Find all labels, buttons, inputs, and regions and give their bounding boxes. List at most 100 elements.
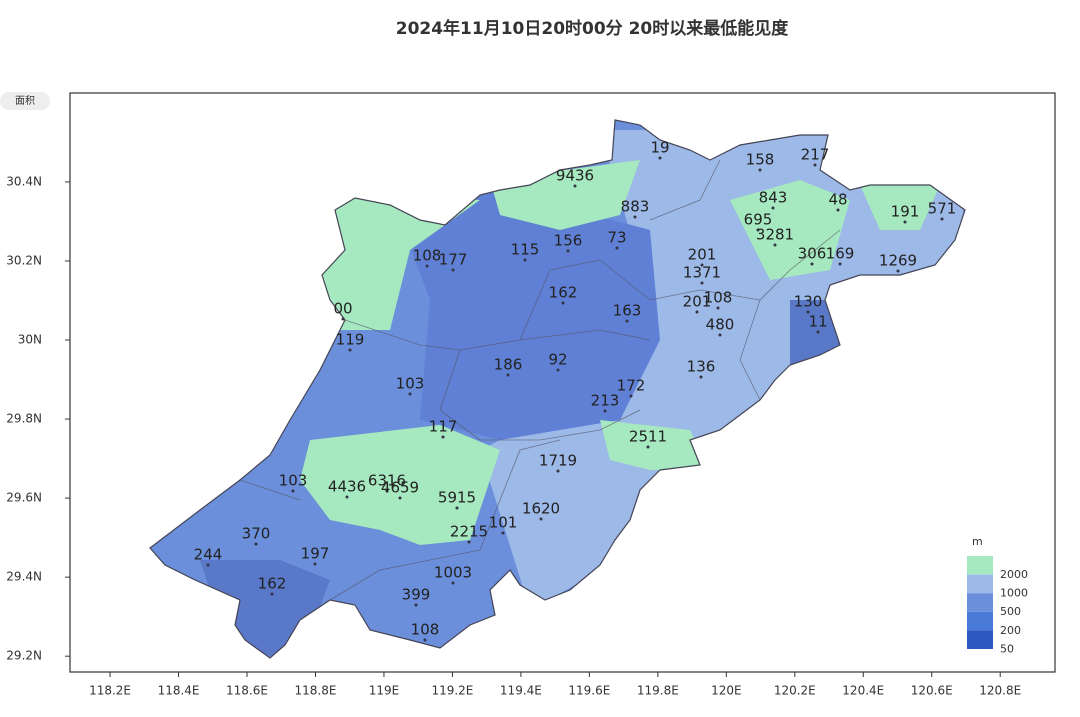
- station-value: 6316: [368, 472, 406, 490]
- station-dot: [423, 638, 427, 642]
- legend-label: 50: [1000, 642, 1014, 655]
- station-value: 480: [706, 316, 735, 334]
- station-value: 177: [439, 251, 468, 269]
- station-dot: [501, 531, 505, 535]
- station-dot: [566, 249, 570, 253]
- legend-swatch: [967, 593, 993, 612]
- station-dot: [658, 156, 662, 160]
- station-value: 108: [411, 621, 440, 639]
- station-dot: [629, 394, 633, 398]
- station-value: 00: [333, 300, 352, 318]
- station-value: 1371: [683, 264, 721, 282]
- legend-swatch: [967, 611, 993, 631]
- station-value: 9436: [556, 167, 594, 185]
- legend-label: 2000: [1000, 568, 1028, 581]
- station-value: 201: [683, 293, 712, 311]
- y-tick-label: 29.8N: [6, 412, 42, 426]
- station-value: 2511: [629, 428, 667, 446]
- y-tick-label: 30N: [18, 333, 42, 347]
- station-dot: [699, 375, 703, 379]
- x-tick-label: 120.2E: [774, 684, 816, 698]
- legend-label: 200: [1000, 624, 1021, 637]
- station-dot: [451, 581, 455, 585]
- y-tick-label: 29.6N: [6, 491, 42, 505]
- station-value: 108: [704, 289, 733, 307]
- station-dot: [700, 281, 704, 285]
- station-value: 201: [688, 246, 717, 264]
- y-tick-label: 30.2N: [6, 253, 42, 267]
- region: [400, 190, 660, 440]
- station-value: 103: [396, 375, 425, 393]
- station-value: 5915: [438, 489, 476, 507]
- station-dot: [451, 268, 455, 272]
- station-dot: [523, 258, 527, 262]
- legend-swatch: [967, 556, 993, 575]
- station-value: 130: [794, 293, 823, 311]
- station-dot: [539, 517, 543, 521]
- button-label[interactable]: 面积: [15, 95, 35, 107]
- station-dot: [836, 208, 840, 212]
- region: [300, 425, 500, 545]
- region: [320, 190, 480, 330]
- station-dot: [573, 184, 577, 188]
- station-value: 571: [928, 200, 957, 218]
- title: 2024年11月10日20时00分 20时以来最低能见度: [396, 18, 790, 39]
- station-value: 1620: [522, 500, 560, 518]
- station-value: 1003: [434, 564, 472, 582]
- station-value: 1269: [879, 252, 917, 270]
- station-value: 115: [511, 241, 540, 259]
- x-tick-label: 118.4E: [158, 684, 200, 698]
- region: [860, 185, 940, 230]
- legend-label: 500: [1000, 605, 1021, 618]
- station-dot: [771, 206, 775, 210]
- legend-label: 1000: [1000, 587, 1028, 600]
- station-dot: [270, 592, 274, 596]
- station-value: 103: [279, 472, 308, 490]
- station-value: 119: [336, 331, 365, 349]
- station-dot: [341, 317, 345, 321]
- station-dot: [441, 435, 445, 439]
- station-dot: [556, 469, 560, 473]
- station-value: 92: [548, 351, 567, 369]
- station-dot: [408, 392, 412, 396]
- region: [600, 420, 710, 470]
- station-value: 169: [826, 245, 855, 263]
- station-value: 158: [746, 151, 775, 169]
- station-value: 399: [402, 586, 431, 604]
- station-dot: [806, 310, 810, 314]
- station-dot: [556, 368, 560, 372]
- x-tick-label: 118.2E: [89, 684, 131, 698]
- station-dot: [625, 319, 629, 323]
- station-dot: [345, 495, 349, 499]
- station-value: 306: [798, 245, 827, 263]
- x-tick-label: 120.8E: [979, 684, 1021, 698]
- station-dot: [398, 496, 402, 500]
- station-dot: [838, 262, 842, 266]
- station-value: 1719: [539, 452, 577, 470]
- station-dot: [455, 506, 459, 510]
- station-dot: [206, 563, 210, 567]
- station-dot: [385, 489, 389, 493]
- station-dot: [813, 163, 817, 167]
- station-dot: [633, 215, 637, 219]
- station-dot: [940, 217, 944, 221]
- region: [480, 130, 965, 610]
- legend-swatch: [967, 630, 993, 649]
- legend-unit: m: [972, 535, 983, 548]
- station-dot: [773, 243, 777, 247]
- station-value: 695: [744, 211, 773, 229]
- station-value: 217: [801, 146, 830, 164]
- station-value: 117: [429, 418, 458, 436]
- station-dot: [603, 409, 607, 413]
- area-button[interactable]: [0, 92, 50, 110]
- x-tick-label: 118.6E: [226, 684, 268, 698]
- station-value: 156: [554, 232, 583, 250]
- station-value: 370: [242, 525, 271, 543]
- x-tick-label: 118.8E: [295, 684, 337, 698]
- station-dot: [810, 262, 814, 266]
- station-dot: [903, 220, 907, 224]
- legend-swatch: [967, 574, 993, 594]
- station-dot: [561, 301, 565, 305]
